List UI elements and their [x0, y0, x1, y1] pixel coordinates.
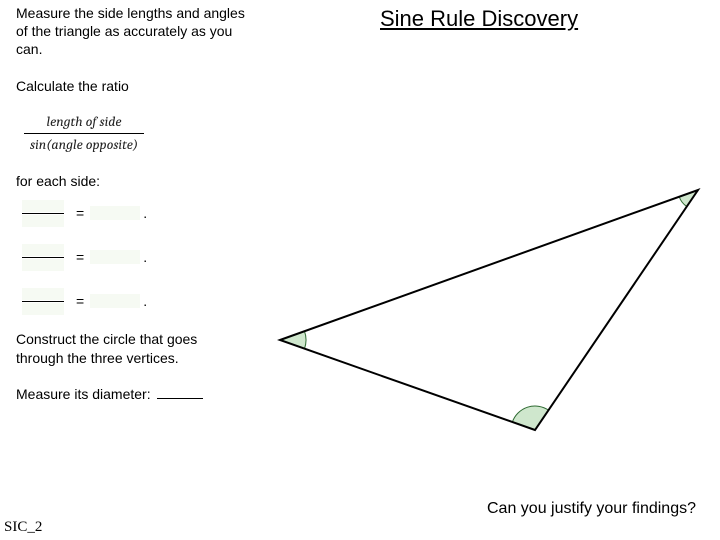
ratio-blank-3: = . [22, 286, 246, 316]
instruction-calculate: Calculate the ratio [16, 77, 246, 95]
instruction-diameter: Measure its diameter: [16, 385, 246, 403]
diameter-label: Measure its diameter: [16, 386, 151, 402]
equals-sign: = [76, 292, 84, 310]
ratio-blank-2: = . [22, 242, 246, 272]
question-text: Can you justify your findings? [487, 500, 696, 518]
ratio-expression: length of side sin(angle opposite) [24, 113, 144, 154]
instruction-measure: Measure the side lengths and angles of t… [16, 4, 246, 59]
page-title: Sine Rule Discovery [380, 6, 578, 32]
instruction-construct: Construct the circle that goes through t… [16, 330, 246, 366]
equals-sign: = [76, 248, 84, 266]
footer-code: SIC_2 [4, 519, 42, 536]
instruction-foreach: for each side: [16, 172, 246, 190]
ratio-denominator: sin(angle opposite) [24, 134, 144, 154]
equals-sign: = [76, 204, 84, 222]
instruction-panel: Measure the side lengths and angles of t… [16, 4, 246, 403]
triangle-figure [270, 150, 710, 450]
diameter-blank [157, 398, 203, 399]
ratio-numerator: length of side [24, 113, 144, 134]
ratio-blank-1: = . [22, 198, 246, 228]
